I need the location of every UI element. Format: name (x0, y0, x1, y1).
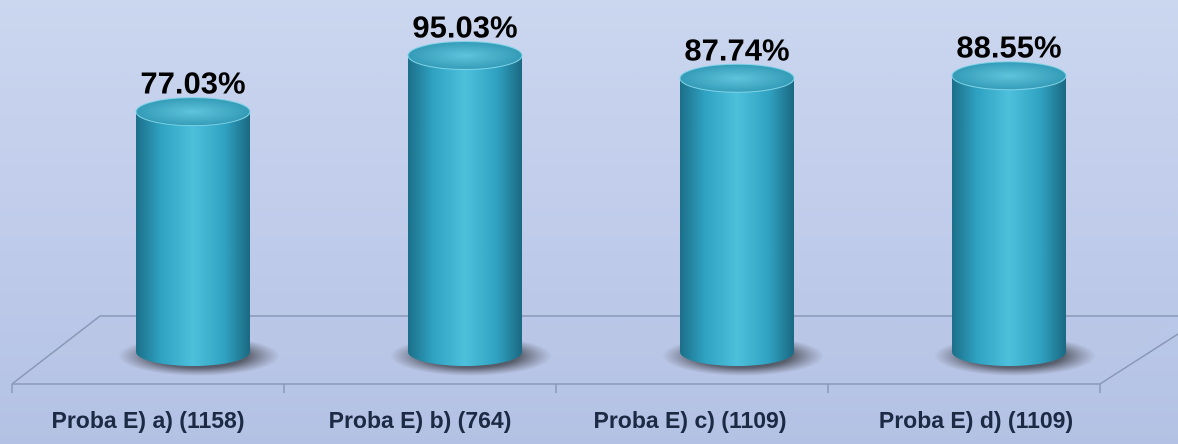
bar-body (136, 111, 250, 366)
bar-top (951, 61, 1067, 91)
bar-top (135, 97, 251, 127)
bar (662, 63, 824, 376)
value-label: 77.03% (140, 66, 245, 101)
category-label: Proba E) b) (764) (329, 407, 512, 433)
chart-value-labels: 77.03% 95.03% 87.74% 88.55% (140, 10, 1061, 101)
chart-category-labels: Proba E) a) (1158) Proba E) b) (764) Proba… (51, 407, 1073, 433)
bar-body (680, 78, 794, 367)
bar (934, 61, 1096, 376)
value-label: 87.74% (684, 32, 789, 67)
category-label: Proba E) d) (1109) (879, 407, 1073, 433)
chart-bars (118, 41, 1096, 376)
bar-top (679, 63, 795, 93)
bar (390, 41, 552, 376)
value-label: 95.03% (412, 10, 517, 45)
bar-body (952, 75, 1066, 366)
bar-body (408, 55, 522, 366)
chart-floor (11, 315, 1178, 393)
floor-plane (12, 316, 1178, 384)
bar-top (407, 41, 523, 71)
category-label: Proba E) c) (1109) (593, 407, 786, 433)
category-label: Proba E) a) (1158) (51, 407, 244, 433)
floor-left-edge (11, 315, 101, 385)
value-label: 88.55% (956, 30, 1061, 65)
floor-right-edge (1099, 333, 1178, 385)
bar (118, 97, 280, 376)
